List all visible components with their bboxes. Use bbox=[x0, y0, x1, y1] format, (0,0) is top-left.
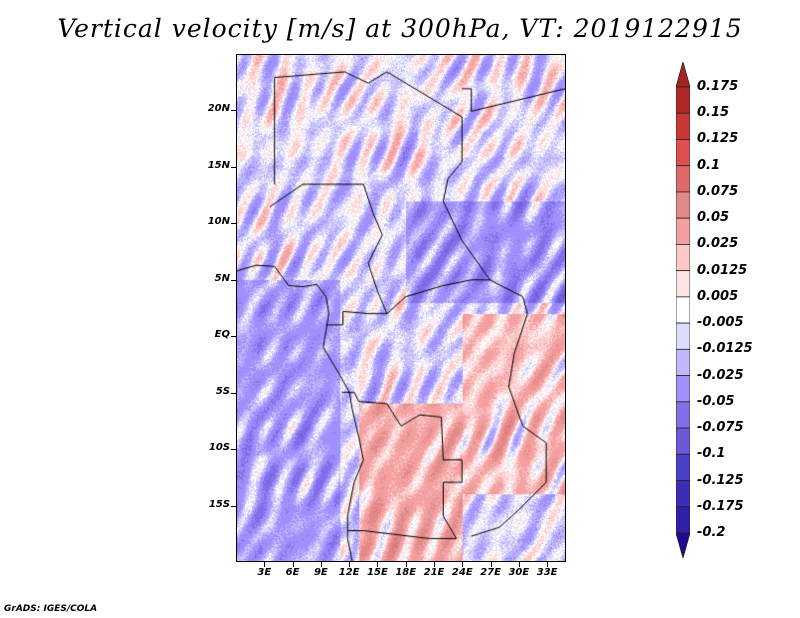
lat-tick bbox=[231, 449, 236, 450]
colorbar-label: -0.1 bbox=[697, 446, 725, 461]
colorbar-label: 0.175 bbox=[697, 79, 738, 94]
colorbar-label: 0.075 bbox=[697, 184, 738, 199]
lat-label: EQ bbox=[190, 329, 230, 340]
lon-label: 18E bbox=[391, 567, 421, 578]
colorbar-label: 0.1 bbox=[697, 158, 720, 173]
lat-label: 10S bbox=[190, 442, 230, 453]
colorbar-swatch bbox=[676, 376, 690, 402]
plot-title: Vertical velocity [m/s] at 300hPa, VT: 2… bbox=[0, 14, 800, 43]
lon-tick bbox=[462, 562, 463, 567]
lat-tick bbox=[231, 336, 236, 337]
plot-page: Vertical velocity [m/s] at 300hPa, VT: 2… bbox=[0, 0, 800, 618]
colorbar-label: -0.175 bbox=[697, 499, 744, 514]
lon-tick bbox=[321, 562, 322, 567]
lon-tick bbox=[434, 562, 435, 567]
colorbar-label: 0.15 bbox=[697, 105, 729, 120]
colorbar-swatch bbox=[676, 218, 690, 244]
lon-label: 3E bbox=[249, 567, 279, 578]
lat-label: 5S bbox=[190, 386, 230, 397]
vertical-velocity-map bbox=[236, 54, 566, 562]
lon-tick bbox=[349, 562, 350, 567]
lat-label: 5N bbox=[190, 273, 230, 284]
colorbar-label: -0.2 bbox=[697, 525, 725, 540]
grads-credit: GrADS: IGES/COLA bbox=[4, 604, 97, 614]
lon-tick bbox=[547, 562, 548, 567]
colorbar-label: -0.075 bbox=[697, 420, 744, 435]
colorbar-swatch bbox=[676, 271, 690, 297]
colorbar-swatch bbox=[676, 323, 690, 349]
lon-tick bbox=[491, 562, 492, 567]
lat-label: 10N bbox=[190, 216, 230, 227]
colorbar-swatch bbox=[676, 507, 690, 533]
colorbar-swatch bbox=[676, 533, 690, 558]
colorbar bbox=[676, 62, 690, 558]
colorbar-swatch bbox=[676, 87, 690, 113]
colorbar-label: 0.05 bbox=[697, 210, 729, 225]
colorbar-label: -0.0125 bbox=[697, 341, 753, 356]
colorbar-label: -0.125 bbox=[697, 473, 744, 488]
lon-label: 30E bbox=[504, 567, 534, 578]
lat-label: 15N bbox=[190, 160, 230, 171]
colorbar-swatch bbox=[676, 166, 690, 192]
colorbar-swatch bbox=[676, 481, 690, 507]
colorbar-swatch bbox=[676, 402, 690, 428]
lat-tick bbox=[231, 110, 236, 111]
lon-tick bbox=[377, 562, 378, 567]
colorbar-swatch bbox=[676, 113, 690, 139]
colorbar-swatch bbox=[676, 297, 690, 323]
lon-tick bbox=[264, 562, 265, 567]
lon-label: 33E bbox=[532, 567, 562, 578]
lat-tick bbox=[231, 393, 236, 394]
colorbar-swatch bbox=[676, 454, 690, 480]
colorbar-swatch bbox=[676, 244, 690, 270]
lon-label: 15E bbox=[362, 567, 392, 578]
colorbar-swatch bbox=[676, 139, 690, 165]
lon-tick bbox=[406, 562, 407, 567]
lon-label: 21E bbox=[419, 567, 449, 578]
lat-tick bbox=[231, 223, 236, 224]
colorbar-swatch bbox=[676, 192, 690, 218]
lon-label: 9E bbox=[306, 567, 336, 578]
colorbar-label: -0.005 bbox=[697, 315, 744, 330]
colorbar-label: -0.05 bbox=[697, 394, 734, 409]
lat-tick bbox=[231, 506, 236, 507]
lon-tick bbox=[293, 562, 294, 567]
colorbar-label: -0.025 bbox=[697, 368, 744, 383]
lon-tick bbox=[519, 562, 520, 567]
lat-label: 15S bbox=[190, 499, 230, 510]
lon-label: 24E bbox=[447, 567, 477, 578]
lon-label: 27E bbox=[476, 567, 506, 578]
lon-label: 12E bbox=[334, 567, 364, 578]
lat-label: 20N bbox=[190, 103, 230, 114]
colorbar-swatch bbox=[676, 62, 690, 87]
lon-label: 6E bbox=[278, 567, 308, 578]
lat-tick bbox=[231, 167, 236, 168]
lat-tick bbox=[231, 280, 236, 281]
colorbar-label: 0.005 bbox=[697, 289, 738, 304]
colorbar-label: 0.025 bbox=[697, 236, 738, 251]
colorbar-label: 0.0125 bbox=[697, 263, 747, 278]
colorbar-swatch bbox=[676, 428, 690, 454]
colorbar-swatch bbox=[676, 349, 690, 375]
colorbar-label: 0.125 bbox=[697, 131, 738, 146]
